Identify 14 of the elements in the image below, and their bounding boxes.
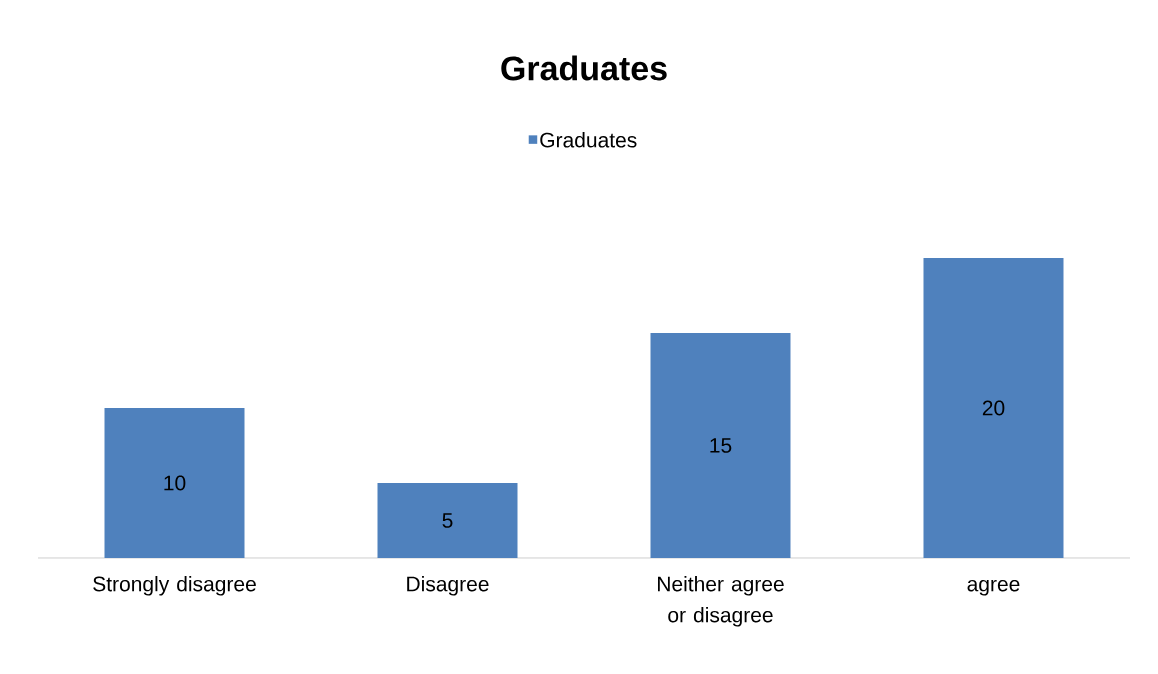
x-tick-label: Disagree	[407, 575, 489, 596]
bar	[923, 257, 1064, 558]
x-tick-label: Neither agree or disagree	[658, 575, 784, 627]
x-tick-label: agree	[967, 579, 1020, 596]
bar	[104, 407, 245, 558]
data-label: 15	[710, 438, 732, 453]
data-label: 20	[982, 400, 1005, 416]
data-label: 5	[442, 513, 453, 528]
data-label: 10	[164, 475, 186, 491]
x-tick-label: Strongly disagree	[93, 575, 256, 596]
legend-label: Graduates	[540, 132, 637, 148]
bar	[650, 332, 791, 558]
chart-title: Graduates	[501, 55, 667, 81]
bar	[377, 482, 518, 558]
